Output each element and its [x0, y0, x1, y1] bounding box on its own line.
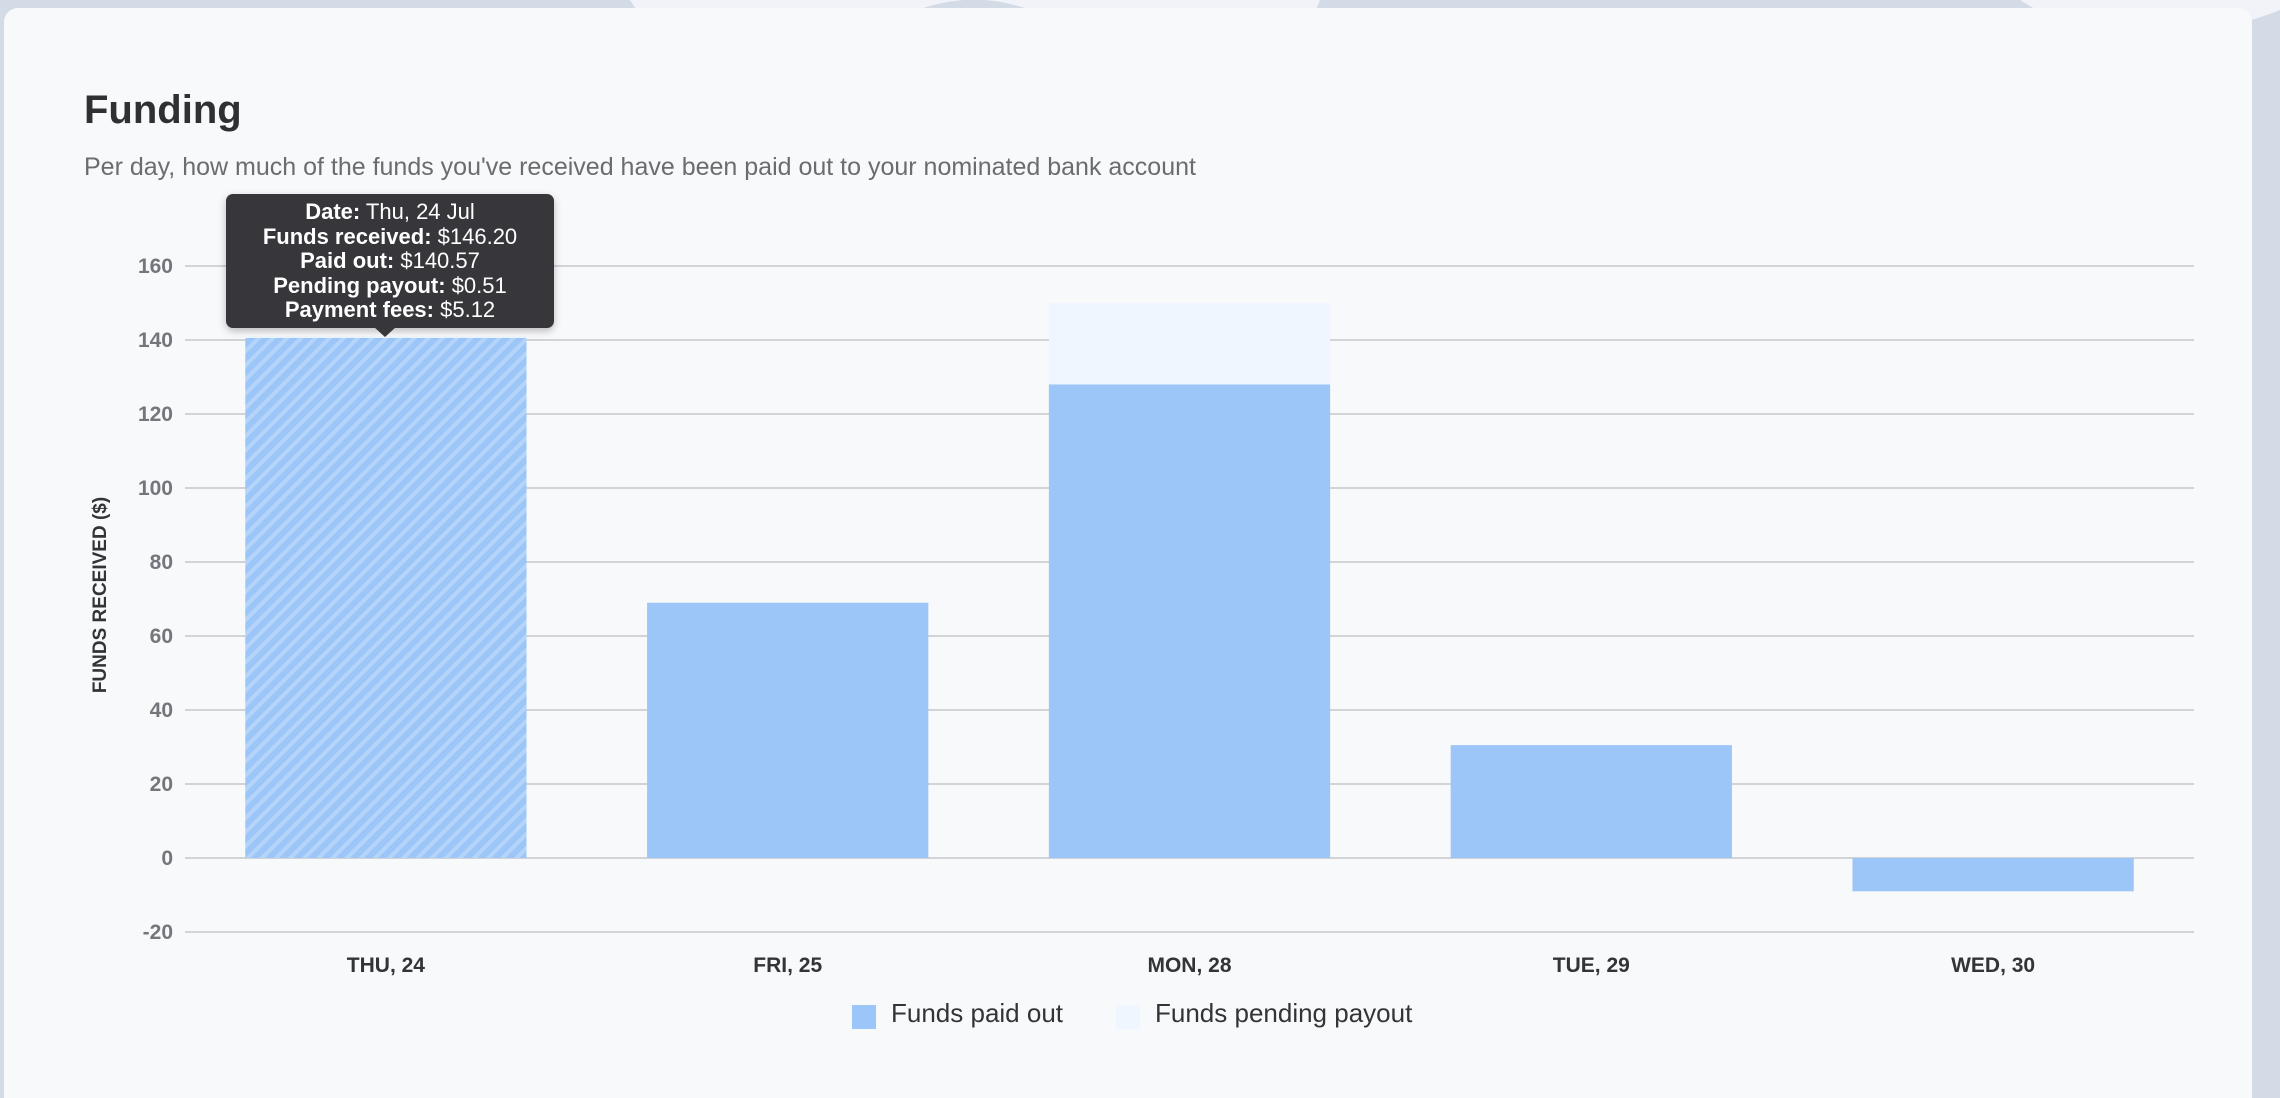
tooltip-arrow [374, 327, 396, 337]
tooltip-received-value: $146.20 [431, 223, 518, 249]
y-tick-label: 80 [150, 551, 173, 574]
bar-pending-2[interactable] [1048, 303, 1331, 385]
legend-swatch-pending [1116, 1005, 1140, 1029]
x-tick-label: TUE, 29 [1553, 954, 1630, 977]
tooltip-received-label: Funds received: [262, 223, 432, 249]
x-tick-label: WED, 30 [1951, 954, 2035, 977]
legend-label-pending[interactable]: Funds pending payout [1155, 998, 1413, 1028]
legend-label-paid-out[interactable]: Funds paid out [891, 998, 1064, 1028]
bar-tooltip: Date: Thu, 24 Jul Funds received: $146.2… [226, 194, 554, 328]
page-title: Funding [84, 88, 242, 132]
y-tick-label: -20 [143, 921, 173, 944]
tooltip-pending-value: $0.51 [445, 272, 507, 298]
bar-paid-out-2[interactable] [1048, 384, 1331, 858]
tooltip-paid-label: Paid out: [300, 248, 395, 273]
x-tick-label: MON, 28 [1147, 954, 1231, 977]
y-tick-label: 20 [150, 773, 173, 796]
bar-paid-out-0[interactable] [245, 337, 527, 858]
y-tick-label: 0 [161, 847, 173, 870]
tooltip-fees-label: Payment fees: [284, 297, 434, 322]
x-tick-label: FRI, 25 [753, 954, 822, 977]
x-tick-label: THU, 24 [347, 954, 426, 977]
tooltip-date-label: Date: [305, 199, 361, 224]
bar-paid-out-1[interactable] [647, 602, 929, 858]
y-axis-label: FUNDS RECEIVED ($) [90, 497, 111, 693]
y-tick-label: 60 [150, 625, 173, 648]
y-tick-label: 100 [138, 477, 173, 500]
bar-paid-out-4[interactable] [1852, 858, 2134, 892]
y-tick-label: 40 [150, 699, 173, 722]
y-tick-label: 140 [138, 329, 173, 352]
page-subtitle: Per day, how much of the funds you've re… [84, 153, 1196, 181]
y-tick-label: 120 [138, 403, 173, 426]
y-tick-label: 160 [138, 255, 173, 278]
tooltip-paid-value: $140.57 [394, 248, 480, 273]
tooltip-fees-value: $5.12 [434, 297, 496, 322]
tooltip-pending-label: Pending payout: [273, 272, 446, 298]
bar-paid-out-3[interactable] [1450, 745, 1732, 858]
legend-swatch-paid-out [852, 1005, 876, 1029]
tooltip-date-value: Thu, 24 Jul [360, 199, 475, 224]
chart-legend: Funds paid out Funds pending payout [0, 998, 2280, 1034]
